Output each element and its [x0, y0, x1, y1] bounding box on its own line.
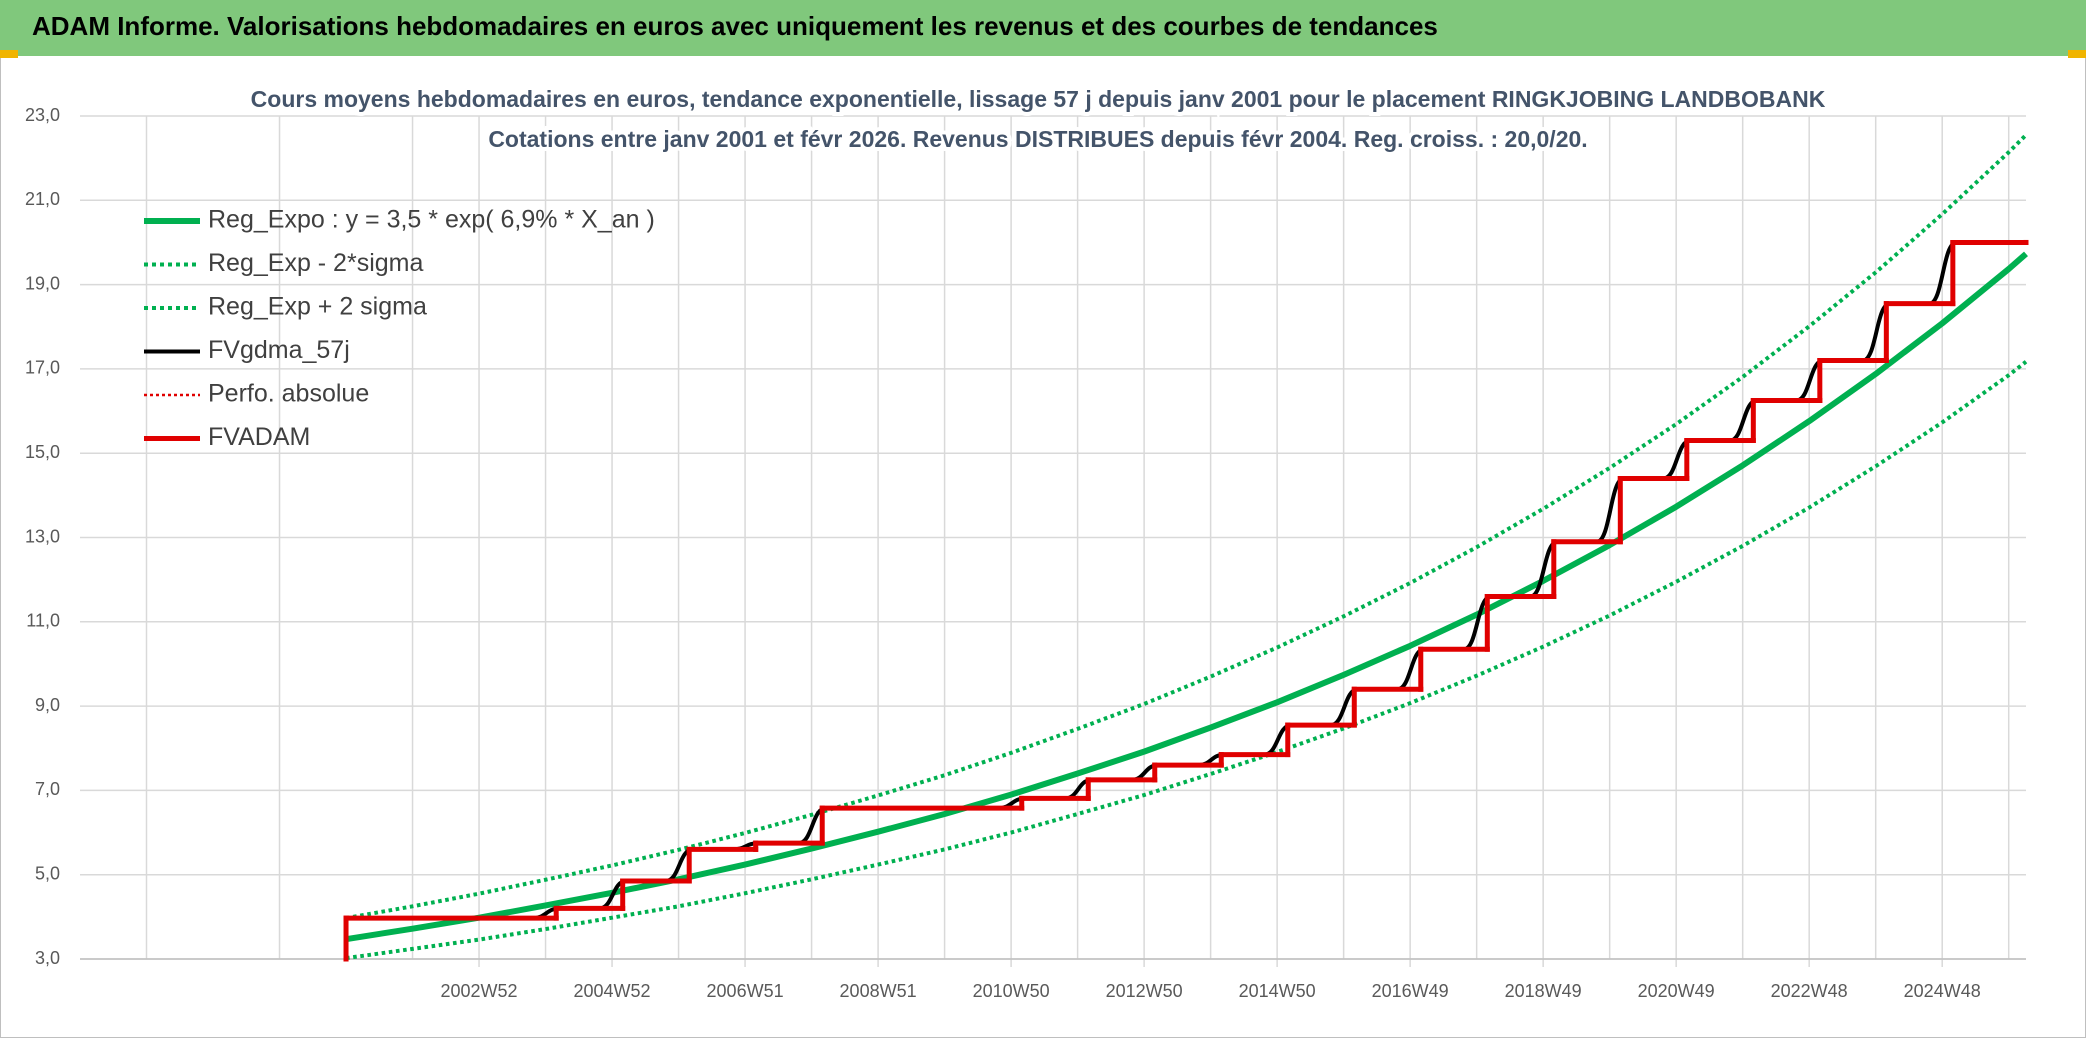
x-tick-label: 2018W49 [1505, 981, 1582, 1001]
legend: Reg_Expo : y = 3,5 * exp( 6,9% * X_an ) R… [144, 206, 655, 451]
corner-mark [2068, 50, 2086, 58]
series-line [345, 251, 2028, 943]
chart-title: Cours moyens hebdomadaires en euros, ten… [251, 86, 1826, 112]
header-title: ADAM Informe. Valorisations hebdomadaire… [32, 11, 1438, 41]
legend-label: FVgdma_57j [208, 336, 350, 364]
legend-label: Perfo. absolue [208, 380, 369, 408]
x-tick-label: 2012W50 [1106, 981, 1183, 1001]
x-tick-label: 2008W51 [840, 981, 917, 1001]
x-tick-label: 2016W49 [1372, 981, 1449, 1001]
legend-label: Reg_Exp - 2*sigma [208, 249, 423, 277]
legend-label: Reg_Exp + 2 sigma [208, 293, 427, 321]
x-tick-label: 2014W50 [1239, 981, 1316, 1001]
y-tick-label: 19,0 [25, 273, 60, 293]
y-tick-label: 17,0 [25, 358, 60, 378]
corner-mark [0, 50, 18, 58]
y-tick-label: 11,0 [26, 611, 60, 631]
grid [80, 115, 2026, 967]
y-tick-label: 13,0 [25, 526, 60, 546]
x-tick-label: 2002W52 [441, 981, 518, 1001]
y-tick-label: 7,0 [35, 779, 60, 799]
x-tick-label: 2004W52 [574, 981, 651, 1001]
y-tick-label: 5,0 [35, 863, 60, 883]
header-bar [0, 0, 2086, 56]
x-tick-label: 2022W48 [1771, 981, 1848, 1001]
chart-subtitle: Cotations entre janv 2001 et févr 2026. … [488, 126, 1587, 152]
y-tick-label: 9,0 [35, 695, 60, 715]
y-tick-label: 3,0 [35, 948, 60, 968]
x-tick-label: 2020W49 [1638, 981, 1715, 1001]
y-tick-label: 21,0 [25, 189, 60, 209]
legend-label: FVADAM [208, 423, 310, 451]
plot [343, 133, 2029, 962]
legend-label: Reg_Expo : y = 3,5 * exp( 6,9% * X_an ) [208, 206, 655, 234]
labels: Cours moyens hebdomadaires en euros, ten… [25, 82, 1981, 1001]
x-tick-label: 2024W48 [1904, 981, 1981, 1001]
y-tick-label: 15,0 [25, 442, 60, 462]
x-tick-label: 2010W50 [973, 981, 1050, 1001]
y-tick-label: 23,0 [25, 105, 60, 125]
x-tick-label: 2006W51 [707, 981, 784, 1001]
